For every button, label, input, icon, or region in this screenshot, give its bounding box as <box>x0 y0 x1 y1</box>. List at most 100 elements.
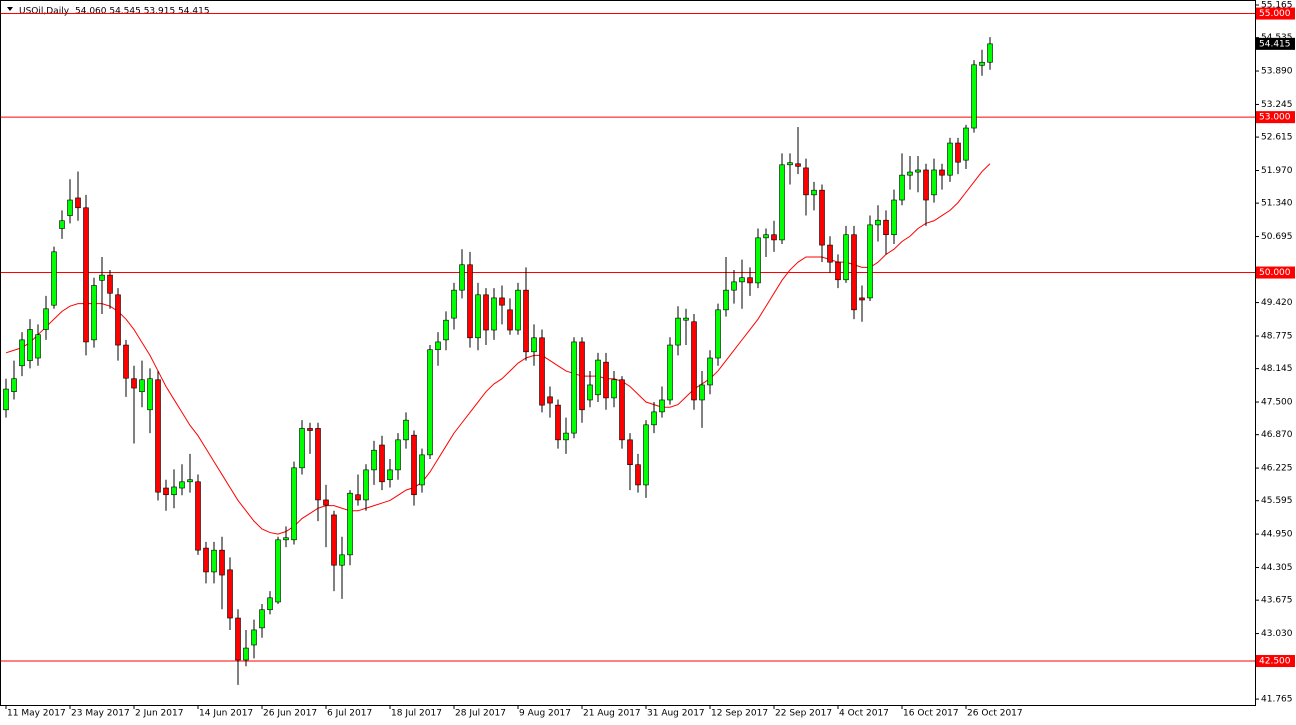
candle-body <box>331 514 337 566</box>
candle-body <box>611 379 617 399</box>
candle-body <box>691 321 697 401</box>
candle-body <box>699 384 705 401</box>
level-label-box <box>1256 111 1295 124</box>
candle-body <box>891 199 897 236</box>
candle-body <box>931 169 937 196</box>
candle-body <box>275 539 281 603</box>
level-label: 53.000 <box>1259 113 1291 123</box>
header-arrow <box>7 7 13 11</box>
candle-body <box>451 289 457 319</box>
candle-body <box>955 142 961 163</box>
candle-body <box>579 341 585 411</box>
level-label-box <box>1256 7 1295 20</box>
y-tick-label: 52.615 <box>1261 133 1293 143</box>
candle-body <box>723 289 729 311</box>
candle-body <box>531 337 537 353</box>
y-tick-label: 47.500 <box>1261 398 1293 408</box>
candle-body <box>483 294 489 331</box>
candle-body <box>923 169 929 201</box>
candle-body <box>659 399 665 413</box>
candle-body <box>267 597 273 611</box>
y-tick-label: 53.245 <box>1261 100 1293 110</box>
candle-body <box>443 319 449 341</box>
candle-body <box>747 277 753 284</box>
x-tick-label: 28 Jul 2017 <box>455 709 506 719</box>
candle-body <box>411 434 417 496</box>
candle-body <box>827 244 833 263</box>
candle-body <box>419 454 425 486</box>
candle-body <box>731 281 737 291</box>
x-tick-label: 31 Aug 2017 <box>647 709 705 719</box>
y-tick-label: 45.595 <box>1261 496 1293 506</box>
candle-body <box>243 647 249 661</box>
candle-body <box>131 378 137 389</box>
candle-body <box>795 163 801 167</box>
candle-body <box>835 261 841 281</box>
y-tick-label: 41.765 <box>1261 695 1293 705</box>
candle-body <box>651 411 657 426</box>
candle-body <box>355 494 361 501</box>
candle-body <box>499 297 505 306</box>
x-tick-label: 22 Sep 2017 <box>775 709 832 719</box>
candle-body <box>979 61 985 66</box>
candle-body <box>99 274 105 281</box>
x-tick-label: 23 May 2017 <box>71 709 130 719</box>
candle-body <box>147 378 153 411</box>
y-tick-label: 44.950 <box>1261 530 1293 540</box>
x-tick-label: 14 Jun 2017 <box>199 709 253 719</box>
candle-body <box>523 289 529 353</box>
candle-body <box>803 167 809 196</box>
candle-body <box>227 569 233 619</box>
x-tick-label: 6 Jul 2017 <box>327 709 372 719</box>
candle-body <box>67 199 73 216</box>
candle-body <box>123 344 129 379</box>
candle-body <box>595 359 601 396</box>
candle-body <box>35 334 41 359</box>
y-tick-label: 55.165 <box>1261 1 1293 11</box>
plot-frame <box>0 0 1256 706</box>
candle-body <box>883 219 889 236</box>
candle-body <box>875 219 881 226</box>
candle-body <box>395 439 401 471</box>
candle-body <box>563 432 569 441</box>
candle-body <box>59 220 65 229</box>
candle-body <box>467 264 473 339</box>
candle-body <box>371 449 377 471</box>
y-tick-label: 43.030 <box>1261 629 1293 639</box>
x-tick-label: 9 Aug 2017 <box>519 709 571 719</box>
x-tick-label: 16 Oct 2017 <box>903 709 959 719</box>
candle-body <box>75 197 81 209</box>
candle-body <box>915 169 921 173</box>
candle-body <box>307 428 313 431</box>
chart-title: USOil,Daily <box>19 7 70 17</box>
candle-body <box>491 297 497 331</box>
candle-body <box>3 388 9 411</box>
candle-body <box>27 329 33 361</box>
candle-body <box>323 499 329 506</box>
candle-body <box>427 349 433 456</box>
candle-body <box>627 439 633 466</box>
candle-body <box>763 234 769 239</box>
candle-body <box>195 481 201 551</box>
candle-body <box>635 464 641 486</box>
candle-body <box>115 294 121 346</box>
candle-body <box>435 341 441 351</box>
y-tick-label: 48.775 <box>1261 331 1293 341</box>
candle-body <box>387 469 393 481</box>
candle-body <box>51 251 57 306</box>
candle-body <box>811 189 817 196</box>
candle-body <box>235 617 241 661</box>
candle-body <box>779 164 785 241</box>
candle-body <box>187 479 193 483</box>
level-label-box <box>1256 266 1295 279</box>
candle-body <box>283 537 289 541</box>
last-price-box <box>1256 37 1295 50</box>
x-tick-label: 2 Jun 2017 <box>135 709 183 719</box>
level-label-box <box>1256 655 1295 668</box>
candle-body <box>859 297 865 301</box>
candle-body <box>211 549 217 573</box>
candle-body <box>155 379 161 493</box>
candle-body <box>515 289 521 331</box>
candle-body <box>459 264 465 291</box>
